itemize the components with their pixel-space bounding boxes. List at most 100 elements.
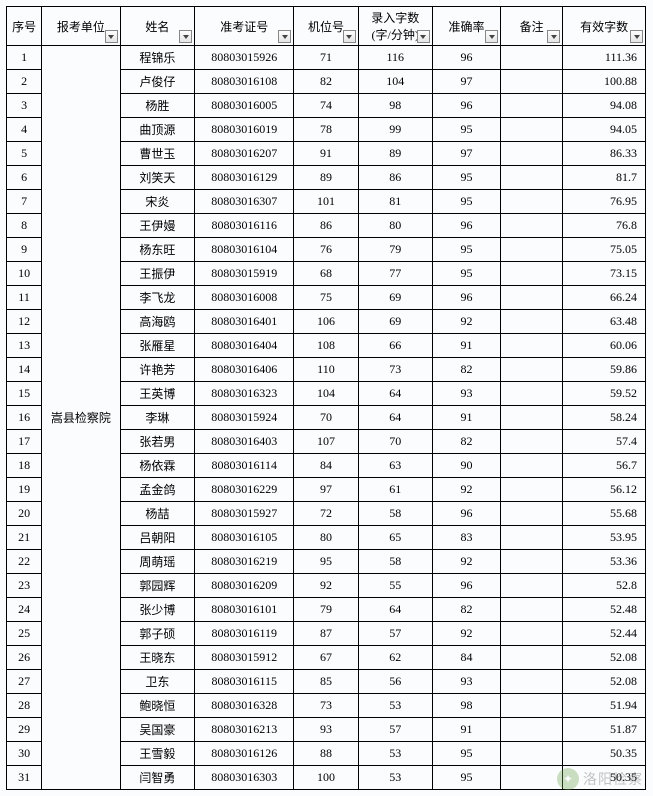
cell-seq: 27 <box>7 670 42 694</box>
cell-name: 王伊嫚 <box>120 214 194 238</box>
cell-effective: 100.88 <box>563 70 646 94</box>
col-header-text: 序号 <box>7 18 41 35</box>
cell-accuracy: 91 <box>432 718 500 742</box>
cell-speed: 73 <box>358 358 432 382</box>
col-header-machine: 机位号 <box>294 7 358 46</box>
cell-speed: 79 <box>358 238 432 262</box>
cell-machine: 106 <box>294 310 358 334</box>
cell-exam-id: 80803015927 <box>195 502 294 526</box>
cell-note <box>501 142 563 166</box>
filter-dropdown-icon[interactable] <box>547 30 560 43</box>
filter-dropdown-icon[interactable] <box>630 30 643 43</box>
filter-dropdown-icon[interactable] <box>485 30 498 43</box>
cell-note <box>501 334 563 358</box>
cell-exam-id: 80803016406 <box>195 358 294 382</box>
cell-machine: 67 <box>294 646 358 670</box>
col-header-speed: 录入字数(字/分钟) <box>358 7 432 46</box>
cell-accuracy: 95 <box>432 238 500 262</box>
cell-speed: 53 <box>358 766 432 790</box>
cell-note <box>501 382 563 406</box>
cell-machine: 108 <box>294 334 358 358</box>
cell-unit: 嵩县检察院 <box>42 46 121 790</box>
cell-seq: 1 <box>7 46 42 70</box>
cell-exam-id: 80803016008 <box>195 286 294 310</box>
cell-effective: 75.05 <box>563 238 646 262</box>
cell-machine: 97 <box>294 478 358 502</box>
cell-machine: 87 <box>294 622 358 646</box>
cell-exam-id: 80803016119 <box>195 622 294 646</box>
cell-effective: 94.08 <box>563 94 646 118</box>
cell-machine: 78 <box>294 118 358 142</box>
cell-name: 李飞龙 <box>120 286 194 310</box>
cell-speed: 58 <box>358 502 432 526</box>
cell-speed: 61 <box>358 478 432 502</box>
cell-exam-id: 80803016229 <box>195 478 294 502</box>
cell-exam-id: 80803016323 <box>195 382 294 406</box>
cell-accuracy: 95 <box>432 766 500 790</box>
cell-exam-id: 80803016019 <box>195 118 294 142</box>
cell-seq: 19 <box>7 478 42 502</box>
cell-machine: 89 <box>294 166 358 190</box>
cell-machine: 100 <box>294 766 358 790</box>
cell-machine: 70 <box>294 406 358 430</box>
cell-note <box>501 118 563 142</box>
filter-dropdown-icon[interactable] <box>278 30 291 43</box>
col-header-accuracy: 准确率 <box>432 7 500 46</box>
cell-seq: 25 <box>7 622 42 646</box>
cell-accuracy: 96 <box>432 46 500 70</box>
cell-note <box>501 70 563 94</box>
col-header-text: 录入字数 <box>359 9 432 26</box>
filter-dropdown-icon[interactable] <box>105 30 118 43</box>
cell-accuracy: 95 <box>432 262 500 286</box>
cell-note <box>501 550 563 574</box>
cell-speed: 64 <box>358 598 432 622</box>
cell-accuracy: 82 <box>432 598 500 622</box>
cell-exam-id: 80803016114 <box>195 454 294 478</box>
cell-name: 孟金鸽 <box>120 478 194 502</box>
cell-seq: 11 <box>7 286 42 310</box>
cell-speed: 63 <box>358 454 432 478</box>
cell-exam-id: 80803016209 <box>195 574 294 598</box>
cell-machine: 80 <box>294 526 358 550</box>
cell-seq: 7 <box>7 190 42 214</box>
cell-name: 张少博 <box>120 598 194 622</box>
cell-name: 杨东旺 <box>120 238 194 262</box>
cell-name: 许艳芳 <box>120 358 194 382</box>
cell-seq: 16 <box>7 406 42 430</box>
cell-exam-id: 80803016126 <box>195 742 294 766</box>
cell-note <box>501 478 563 502</box>
filter-dropdown-icon[interactable] <box>343 30 356 43</box>
cell-effective: 56.12 <box>563 478 646 502</box>
cell-name: 郭园辉 <box>120 574 194 598</box>
cell-effective: 63.48 <box>563 310 646 334</box>
cell-exam-id: 80803016303 <box>195 766 294 790</box>
cell-name: 周萌瑶 <box>120 550 194 574</box>
cell-speed: 57 <box>358 622 432 646</box>
cell-seq: 31 <box>7 766 42 790</box>
filter-dropdown-icon[interactable] <box>179 30 192 43</box>
cell-seq: 8 <box>7 214 42 238</box>
cell-note <box>501 406 563 430</box>
cell-seq: 20 <box>7 502 42 526</box>
cell-exam-id: 80803016129 <box>195 166 294 190</box>
table-header-row: 序号报考单位姓名准考证号机位号录入字数(字/分钟)准确率备注有效字数 <box>7 7 646 46</box>
cell-accuracy: 96 <box>432 286 500 310</box>
cell-note <box>501 502 563 526</box>
filter-dropdown-icon[interactable] <box>417 30 430 43</box>
cell-accuracy: 90 <box>432 454 500 478</box>
cell-accuracy: 91 <box>432 334 500 358</box>
cell-speed: 58 <box>358 550 432 574</box>
cell-speed: 53 <box>358 742 432 766</box>
cell-machine: 93 <box>294 718 358 742</box>
cell-effective: 56.7 <box>563 454 646 478</box>
cell-name: 刘笑天 <box>120 166 194 190</box>
cell-seq: 10 <box>7 262 42 286</box>
cell-machine: 74 <box>294 94 358 118</box>
cell-seq: 12 <box>7 310 42 334</box>
cell-name: 宋炎 <box>120 190 194 214</box>
cell-machine: 68 <box>294 262 358 286</box>
cell-speed: 69 <box>358 286 432 310</box>
cell-machine: 76 <box>294 238 358 262</box>
cell-effective: 76.95 <box>563 190 646 214</box>
cell-speed: 69 <box>358 310 432 334</box>
